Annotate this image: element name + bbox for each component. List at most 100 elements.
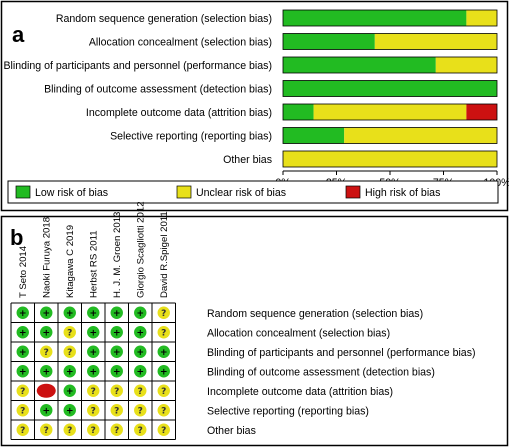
- low-risk-symbol: +: [66, 406, 74, 416]
- low-risk-mark: [87, 326, 100, 339]
- unclear-risk-mark: [40, 423, 53, 436]
- panel-b-letter: b: [10, 225, 23, 250]
- unclear-risk-mark: [134, 423, 147, 436]
- low-risk-symbol: +: [66, 387, 74, 397]
- legend-label-unclear: Unclear risk of bias: [196, 187, 286, 199]
- unclear-risk-symbol: ?: [20, 387, 25, 397]
- unclear-risk-mark: [110, 423, 123, 436]
- low-risk-mark: [110, 326, 123, 339]
- low-risk-symbol: +: [113, 309, 121, 319]
- category-label: Incomplete outcome data (attrition bias): [86, 107, 272, 119]
- domain-label: Blinding of participants and personnel (…: [207, 347, 476, 359]
- unclear-risk-mark: [63, 326, 76, 339]
- unclear-risk-symbol: ?: [67, 426, 72, 436]
- low-risk-symbol: +: [19, 348, 27, 358]
- unclear-risk-symbol: ?: [161, 387, 166, 397]
- panel-b-frame: [0, 215, 509, 447]
- bar-segment: [313, 104, 467, 120]
- low-risk-mark: [63, 384, 76, 397]
- panel-b-grid: + + + + + + ? + +? + + + ? +?? + + + + + + + + + + +? +????? + +???…: [10, 302, 176, 440]
- bar-segment: [283, 33, 375, 50]
- unclear-risk-mark: [157, 404, 170, 417]
- panel-a-category-labels: Random sequence generation (selection bi…: [3, 13, 272, 166]
- low-risk-mark: [40, 306, 53, 319]
- unclear-risk-symbol: ?: [91, 426, 96, 436]
- low-risk-symbol: +: [136, 328, 144, 338]
- unclear-risk-mark: [87, 404, 100, 417]
- category-label: Blinding of outcome assessment (detectio…: [44, 84, 272, 96]
- low-risk-symbol: +: [113, 328, 121, 338]
- low-risk-symbol: +: [136, 309, 144, 319]
- legend-swatch-low: [15, 185, 31, 199]
- low-risk-mark: [134, 345, 147, 358]
- low-risk-symbol: +: [89, 309, 97, 319]
- low-risk-symbol: +: [89, 367, 97, 377]
- low-risk-mark: [110, 306, 123, 319]
- panel-b-study-labels: T Seto 2014 Naoki Furuya 2018 Kitagawa C 2…: [18, 201, 170, 298]
- low-risk-symbol: +: [89, 328, 97, 338]
- domain-label: Incomplete outcome data (attrition bias): [207, 386, 393, 398]
- domain-label: Random sequence generation (selection bi…: [207, 308, 423, 320]
- low-risk-symbol: +: [42, 309, 50, 319]
- unclear-risk-symbol: ?: [161, 406, 166, 416]
- legend-box: [7, 180, 499, 204]
- bar-segment: [466, 104, 497, 120]
- panel-a-frame: [0, 0, 509, 212]
- unclear-risk-mark: [134, 384, 147, 397]
- low-risk-mark: [16, 306, 29, 319]
- unclear-risk-symbol: ?: [67, 348, 72, 358]
- low-risk-symbol: +: [136, 367, 144, 377]
- low-risk-mark: [16, 345, 29, 358]
- low-risk-symbol: +: [89, 348, 97, 358]
- low-risk-symbol: +: [160, 367, 168, 377]
- low-risk-symbol: +: [42, 406, 50, 416]
- study-label: Herbst RS 2011: [88, 230, 99, 298]
- unclear-risk-mark: [157, 306, 170, 319]
- unclear-risk-mark: [157, 423, 170, 436]
- low-risk-symbol: +: [113, 348, 121, 358]
- low-risk-mark: [157, 345, 170, 358]
- study-label: David R.Spigel 2011: [159, 211, 170, 298]
- unclear-risk-symbol: ?: [44, 348, 49, 358]
- unclear-risk-mark: [134, 404, 147, 417]
- low-risk-symbol: +: [42, 367, 50, 377]
- unclear-risk-mark: [110, 384, 123, 397]
- unclear-risk-symbol: ?: [138, 387, 143, 397]
- low-risk-mark: [16, 365, 29, 378]
- legend-label-low: Low risk of bias: [35, 187, 108, 199]
- study-label: H. J. M. Groen 2013: [112, 212, 123, 298]
- domain-label: Other bias: [207, 425, 256, 437]
- bar-segment: [283, 127, 345, 144]
- unclear-risk-mark: [63, 345, 76, 358]
- low-risk-symbol: +: [42, 328, 50, 338]
- legend-swatch-unclear: [176, 185, 192, 199]
- unclear-risk-symbol: ?: [67, 328, 72, 338]
- unclear-risk-mark: [157, 326, 170, 339]
- study-label: Naoki Furuya 2018: [41, 217, 52, 298]
- bar-segment: [344, 127, 497, 144]
- bar-segment: [283, 57, 436, 73]
- domain-label: Selective reporting (reporting bias): [207, 405, 369, 417]
- low-risk-symbol: +: [66, 367, 74, 377]
- unclear-risk-mark: [40, 345, 53, 358]
- low-risk-mark: [110, 345, 123, 358]
- bar-segment: [466, 10, 497, 26]
- study-label: Kitagawa C 2019: [65, 225, 76, 298]
- unclear-risk-symbol: ?: [91, 387, 96, 397]
- low-risk-mark: [16, 326, 29, 339]
- high-risk-mark: [36, 383, 56, 398]
- low-risk-symbol: +: [19, 309, 27, 319]
- unclear-risk-symbol: ?: [161, 426, 166, 436]
- bar-segment: [435, 57, 497, 73]
- unclear-risk-mark: [110, 404, 123, 417]
- bar-segment: [283, 80, 497, 97]
- domain-label: Allocation concealment (selection bias): [207, 327, 390, 339]
- low-risk-mark: [157, 365, 170, 378]
- bar-outline: [282, 9, 498, 27]
- low-risk-symbol: +: [19, 367, 27, 377]
- unclear-risk-symbol: ?: [91, 406, 96, 416]
- panel-a-letter: a: [12, 22, 25, 47]
- low-risk-mark: [63, 404, 76, 417]
- study-label: Giorgio Scagliotti 2012: [135, 201, 146, 298]
- bar-outline: [282, 80, 498, 97]
